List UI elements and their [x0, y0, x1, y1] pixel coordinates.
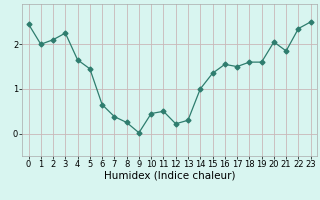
X-axis label: Humidex (Indice chaleur): Humidex (Indice chaleur) [104, 171, 235, 181]
